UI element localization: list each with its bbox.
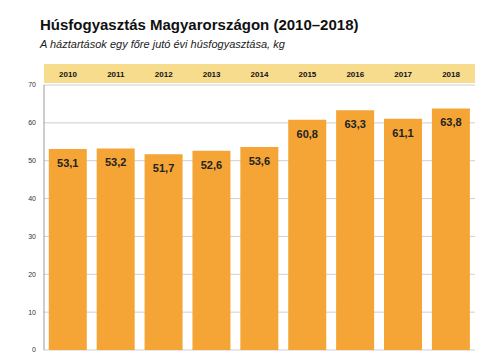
- svg-text:52,6: 52,6: [201, 159, 222, 171]
- svg-text:2013: 2013: [203, 70, 221, 79]
- svg-text:60: 60: [28, 119, 36, 126]
- svg-text:30: 30: [28, 233, 36, 240]
- svg-text:20: 20: [28, 271, 36, 278]
- svg-text:53,2: 53,2: [105, 156, 126, 168]
- svg-text:2018: 2018: [442, 70, 460, 79]
- svg-text:53,6: 53,6: [249, 155, 270, 167]
- svg-text:53,1: 53,1: [57, 157, 78, 169]
- svg-text:2014: 2014: [251, 70, 269, 79]
- svg-text:63,8: 63,8: [440, 116, 461, 128]
- html-text:Húsfogyasztás Magyarországon (: Húsfogyasztás Magyarországon (2010–2018): [40, 16, 359, 33]
- svg-text:63,3: 63,3: [344, 118, 365, 130]
- svg-text:60,8: 60,8: [297, 128, 318, 140]
- svg-text:61,1: 61,1: [392, 127, 413, 139]
- svg-text:2010: 2010: [59, 70, 77, 79]
- svg-text:2016: 2016: [346, 70, 364, 79]
- svg-text:10: 10: [28, 309, 36, 316]
- svg-text:51,7: 51,7: [153, 162, 174, 174]
- svg-text:70: 70: [28, 81, 36, 88]
- svg-text:50: 50: [28, 157, 36, 164]
- svg-text:0: 0: [32, 346, 36, 353]
- svg-text:2011: 2011: [107, 70, 125, 79]
- svg-text:2012: 2012: [155, 70, 173, 79]
- svg-text:40: 40: [28, 195, 36, 202]
- svg-text:2017: 2017: [394, 70, 412, 79]
- svg-text:2015: 2015: [298, 70, 316, 79]
- html-text:A háztartások egy főre jutó év: A háztartások egy főre jutó évi húsfogya…: [40, 38, 285, 50]
